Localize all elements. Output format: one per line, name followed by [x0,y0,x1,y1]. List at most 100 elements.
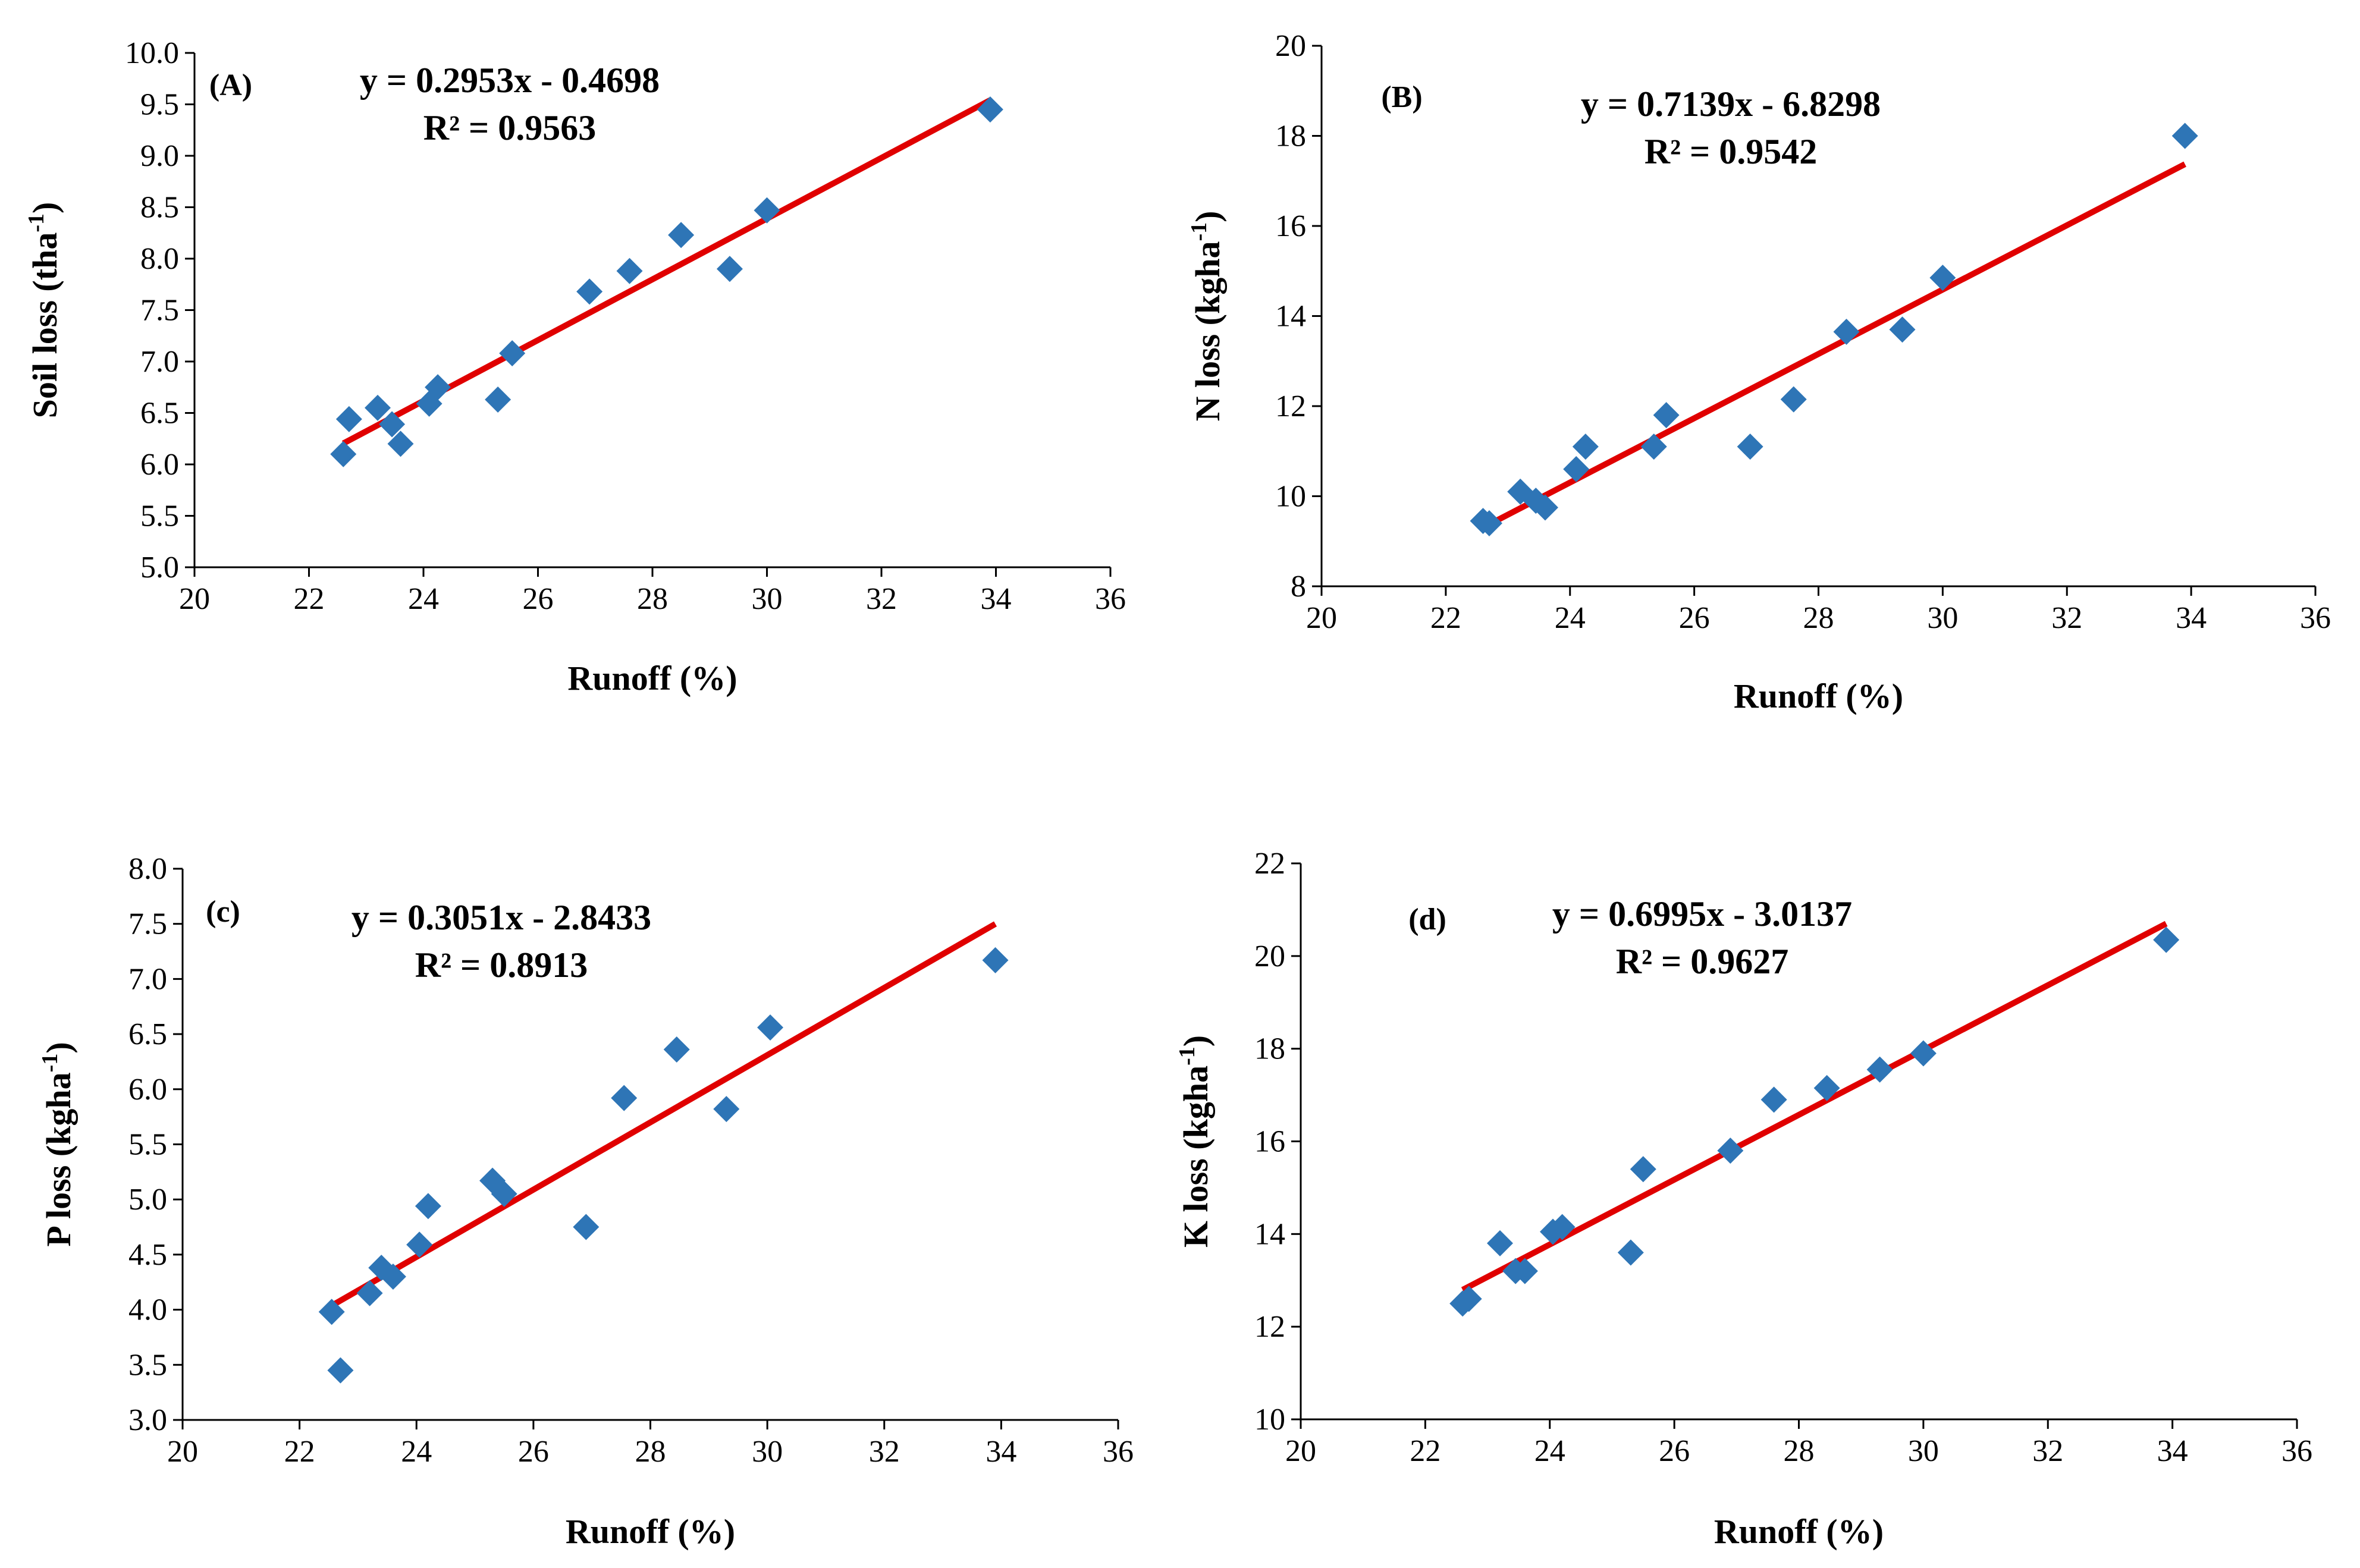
data-point [616,257,643,284]
chart-panel-1: 20 22 24 26 28 30 32 34 36 5.0 5.5 6.0 6.5 7.0 7.5 8.0 8… [24,36,1126,697]
y-tick-label: 8 [1291,570,1306,604]
y-tick-label: 9.5 [140,88,179,122]
x-tick-label: 26 [1679,601,1710,635]
panel-label: (c) [206,895,240,929]
data-point [318,1299,345,1325]
data-point [1630,1156,1656,1183]
data-point [1455,1286,1482,1312]
y-tick-label: 20 [1275,29,1306,63]
trendline [333,921,997,1307]
data-point [499,340,526,367]
x-tick-label: 30 [1908,1434,1939,1468]
y-tick-label: 7.0 [128,962,167,996]
x-tick-label: 28 [635,1435,666,1469]
data-point [365,394,391,421]
data-point [1929,265,1956,291]
data-point [379,1263,406,1290]
r-squared-label: R² = 0.9563 [423,108,597,147]
x-tick-label: 34 [2157,1434,2188,1468]
data-point [387,431,414,457]
x-tick-label: 24 [408,582,439,616]
x-tick-label: 28 [1784,1434,1815,1468]
data-point [611,1085,638,1111]
data-point [1760,1086,1787,1113]
data-point [1476,510,1502,536]
x-axis-title: Runoff (%) [567,659,737,697]
data-point [1717,1137,1744,1164]
y-tick-label: 12 [1254,1310,1285,1344]
x-tick-label: 32 [869,1435,900,1469]
data-point [1780,386,1807,413]
x-tick-label: 28 [1803,601,1834,635]
data-point [1889,316,1916,343]
y-tick-label: 4.0 [128,1293,167,1327]
x-tick-label: 36 [2300,601,2331,635]
x-tick-label: 22 [284,1435,315,1469]
data-point [415,1193,441,1220]
x-tick-label: 34 [2176,601,2207,635]
regression-equation: y = 0.6995x - 3.0137 [1552,894,1852,934]
r-squared-label: R² = 0.8913 [415,945,588,985]
regression-equation: y = 0.7139x - 6.8298 [1581,84,1881,124]
chart-panel-4: 20 22 24 26 28 30 32 34 36 10 12 14 16 18 20 22 Runoff (… [1175,847,2312,1551]
data-point [716,256,743,282]
x-tick-label: 26 [523,582,554,616]
y-tick-label: 4.5 [128,1238,167,1272]
x-tick-label: 20 [1306,601,1337,635]
y-tick-label: 8.0 [140,242,179,276]
data-point [1737,433,1763,460]
x-tick-label: 36 [1095,582,1126,616]
data-point [327,1357,354,1384]
data-point [2153,926,2180,953]
data-point [663,1036,690,1063]
data-point [1653,402,1680,429]
x-tick-label: 30 [1927,601,1958,635]
panel-label: (d) [1408,903,1446,937]
data-point [713,1096,740,1123]
data-point [1572,433,1599,460]
x-axis-title: Runoff (%) [1734,677,1903,715]
trendline [1482,161,2186,530]
y-tick-label: 3.5 [128,1348,167,1382]
data-point [1833,319,1860,345]
data-point [573,1214,600,1240]
y-tick-label: 20 [1254,939,1285,973]
data-point [379,411,406,438]
panel-label: (A) [209,68,252,102]
y-tick-label: 14 [1275,300,1306,334]
y-tick-label: 5.5 [128,1128,167,1162]
y-tick-label: 5.0 [140,551,179,585]
y-tick-label: 10 [1254,1403,1285,1437]
x-tick-label: 22 [294,582,325,616]
y-tick-label: 16 [1254,1125,1285,1159]
x-tick-label: 26 [518,1435,549,1469]
data-point [1617,1239,1644,1266]
y-axis-title: N loss (kgha-1) [1187,211,1227,422]
x-tick-label: 28 [637,582,668,616]
trendline [1461,920,2168,1293]
y-axis-title: P loss (kgha-1) [37,1042,78,1246]
data-point [977,96,1003,123]
y-tick-label: 8.5 [140,191,179,225]
y-tick-label: 14 [1254,1217,1285,1251]
x-tick-label: 36 [2281,1434,2312,1468]
y-tick-label: 8.0 [128,852,167,886]
regression-equation: y = 0.2953x - 0.4698 [360,61,660,100]
x-tick-label: 24 [1534,1434,1565,1468]
y-tick-label: 5.0 [128,1183,167,1217]
chart-panel-2: 20 22 24 26 28 30 32 34 36 8 10 12 14 16 18 20 Runoff (%… [1187,29,2331,715]
y-tick-label: 12 [1275,389,1306,423]
x-tick-label: 20 [179,582,210,616]
x-tick-label: 36 [1103,1435,1134,1469]
x-tick-label: 32 [866,582,897,616]
y-tick-label: 7.5 [128,907,167,941]
data-point [1813,1074,1840,1101]
x-tick-label: 26 [1659,1434,1690,1468]
y-tick-label: 7.5 [140,294,179,328]
y-tick-label: 6.0 [128,1073,167,1107]
data-point [1563,456,1590,483]
data-point [1910,1040,1937,1067]
data-point [1549,1214,1576,1240]
x-tick-label: 34 [986,1435,1016,1469]
